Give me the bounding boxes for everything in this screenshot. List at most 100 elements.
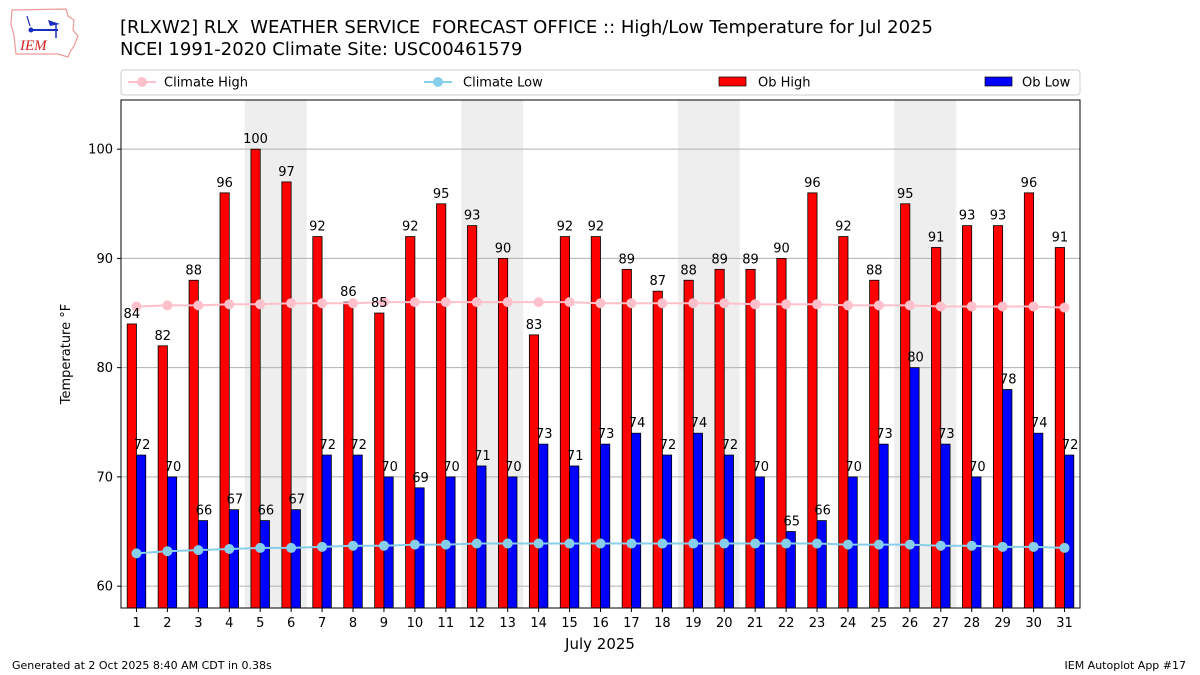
data-label-ob-high: 100 bbox=[243, 132, 268, 147]
data-label-ob-low: 70 bbox=[165, 460, 182, 475]
x-axis: 1 2 3 4 5 6 7 8 9 10 11 12 13 14 15 16 17 18 19 20 21 22 23 24 2… bbox=[132, 608, 1073, 631]
point-climate-high bbox=[1059, 302, 1070, 313]
data-label-ob-high: 97 bbox=[278, 165, 295, 180]
point-climate-high bbox=[162, 300, 173, 311]
x-tick-label: 4 bbox=[225, 616, 233, 631]
bar-ob-low bbox=[878, 443, 889, 609]
x-tick-label: 21 bbox=[747, 616, 764, 631]
bar-ob-high bbox=[962, 225, 973, 609]
data-label-ob-high: 88 bbox=[866, 263, 883, 278]
data-label-ob-low: 73 bbox=[536, 427, 553, 442]
bar-ob-low bbox=[909, 367, 920, 609]
data-label-ob-low: 74 bbox=[691, 416, 708, 431]
data-label-ob-low: 80 bbox=[907, 351, 924, 366]
bar-ob-low bbox=[816, 520, 827, 609]
bar-ob-high bbox=[869, 279, 880, 609]
data-label-ob-high: 89 bbox=[711, 252, 728, 267]
legend-label-climate-low: Climate Low bbox=[463, 76, 543, 91]
legend-marker-climate-high bbox=[137, 77, 147, 87]
point-climate-low bbox=[1028, 541, 1039, 552]
point-climate-low bbox=[564, 538, 575, 549]
point-climate-high bbox=[626, 298, 637, 309]
x-tick-label: 20 bbox=[716, 616, 733, 631]
point-climate-high bbox=[502, 297, 513, 308]
bar-ob-high bbox=[590, 236, 601, 609]
point-climate-high bbox=[255, 299, 266, 310]
point-climate-high bbox=[595, 298, 606, 309]
data-label-ob-high: 91 bbox=[1052, 230, 1069, 245]
point-climate-high bbox=[193, 300, 204, 311]
data-label-ob-high: 87 bbox=[649, 274, 666, 289]
point-climate-low bbox=[409, 539, 420, 550]
data-label-ob-low: 70 bbox=[443, 460, 460, 475]
point-climate-low bbox=[378, 540, 389, 551]
legend-label-climate-high: Climate High bbox=[164, 76, 248, 91]
x-tick-label: 2 bbox=[163, 616, 171, 631]
bar-ob-high bbox=[838, 236, 849, 609]
data-label-ob-high: 89 bbox=[619, 252, 636, 267]
point-climate-low bbox=[224, 544, 235, 555]
point-climate-low bbox=[440, 539, 451, 550]
point-climate-high bbox=[317, 298, 328, 309]
legend-label-ob-low: Ob Low bbox=[1022, 76, 1071, 91]
point-climate-low bbox=[657, 538, 668, 549]
y-axis: 60 70 80 90 100 bbox=[88, 143, 121, 595]
point-climate-low bbox=[873, 539, 884, 550]
x-tick-label: 27 bbox=[933, 616, 950, 631]
point-climate-low bbox=[1059, 542, 1070, 553]
x-tick-label: 1 bbox=[132, 616, 140, 631]
bar-ob-high bbox=[467, 225, 478, 609]
data-label-ob-high: 86 bbox=[340, 285, 357, 300]
point-climate-high bbox=[873, 300, 884, 311]
data-label-ob-low: 70 bbox=[753, 460, 770, 475]
y-tick-label: 80 bbox=[96, 361, 113, 376]
point-climate-low bbox=[935, 540, 946, 551]
x-tick-label: 23 bbox=[809, 616, 826, 631]
data-label-ob-low: 70 bbox=[505, 460, 522, 475]
x-tick-label: 29 bbox=[994, 616, 1011, 631]
legend-label-ob-high: Ob High bbox=[758, 76, 811, 91]
data-label-ob-high: 82 bbox=[154, 329, 171, 344]
point-climate-high bbox=[842, 300, 853, 311]
bar-ob-low bbox=[136, 454, 147, 609]
point-climate-high bbox=[564, 297, 575, 308]
bar-ob-high bbox=[188, 279, 199, 609]
point-climate-high bbox=[781, 299, 792, 310]
legend-item-climate-low: Climate Low bbox=[424, 76, 543, 91]
y-axis-label: Temperature °F bbox=[59, 304, 74, 405]
data-label-ob-high: 90 bbox=[773, 241, 790, 256]
x-tick-label: 13 bbox=[499, 616, 516, 631]
x-axis-label: July 2025 bbox=[564, 635, 635, 653]
legend-swatch-ob-high bbox=[718, 76, 747, 87]
data-label-ob-high: 92 bbox=[402, 220, 419, 235]
bar-ob-high bbox=[405, 236, 416, 609]
point-climate-high bbox=[997, 301, 1008, 312]
point-climate-low bbox=[812, 538, 823, 549]
point-climate-high bbox=[378, 297, 389, 308]
data-label-ob-high: 96 bbox=[1021, 176, 1038, 191]
bar-ob-high bbox=[343, 301, 354, 609]
data-label-ob-high: 85 bbox=[371, 296, 388, 311]
x-tick-label: 5 bbox=[256, 616, 264, 631]
point-climate-low bbox=[750, 538, 761, 549]
point-climate-high bbox=[966, 301, 977, 312]
point-climate-low bbox=[348, 540, 359, 551]
data-label-ob-low: 73 bbox=[876, 427, 893, 442]
data-label-ob-high: 92 bbox=[588, 220, 605, 235]
point-climate-low bbox=[193, 545, 204, 556]
data-label-ob-low: 69 bbox=[412, 471, 429, 486]
legend-item-ob-high: Ob High bbox=[718, 76, 811, 91]
bar-ob-low bbox=[228, 509, 239, 609]
bar-ob-low bbox=[661, 454, 673, 609]
x-tick-label: 28 bbox=[963, 616, 980, 631]
data-label-ob-high: 88 bbox=[680, 263, 697, 278]
x-tick-label: 19 bbox=[685, 616, 702, 631]
point-climate-high bbox=[904, 300, 915, 311]
bar-ob-high bbox=[126, 323, 137, 609]
x-tick-label: 10 bbox=[407, 616, 424, 631]
point-climate-low bbox=[626, 538, 637, 549]
legend-item-ob-low: Ob Low bbox=[984, 76, 1071, 91]
data-label-ob-low: 74 bbox=[1031, 416, 1048, 431]
bar-ob-low bbox=[631, 432, 642, 609]
x-tick-label: 30 bbox=[1025, 616, 1042, 631]
